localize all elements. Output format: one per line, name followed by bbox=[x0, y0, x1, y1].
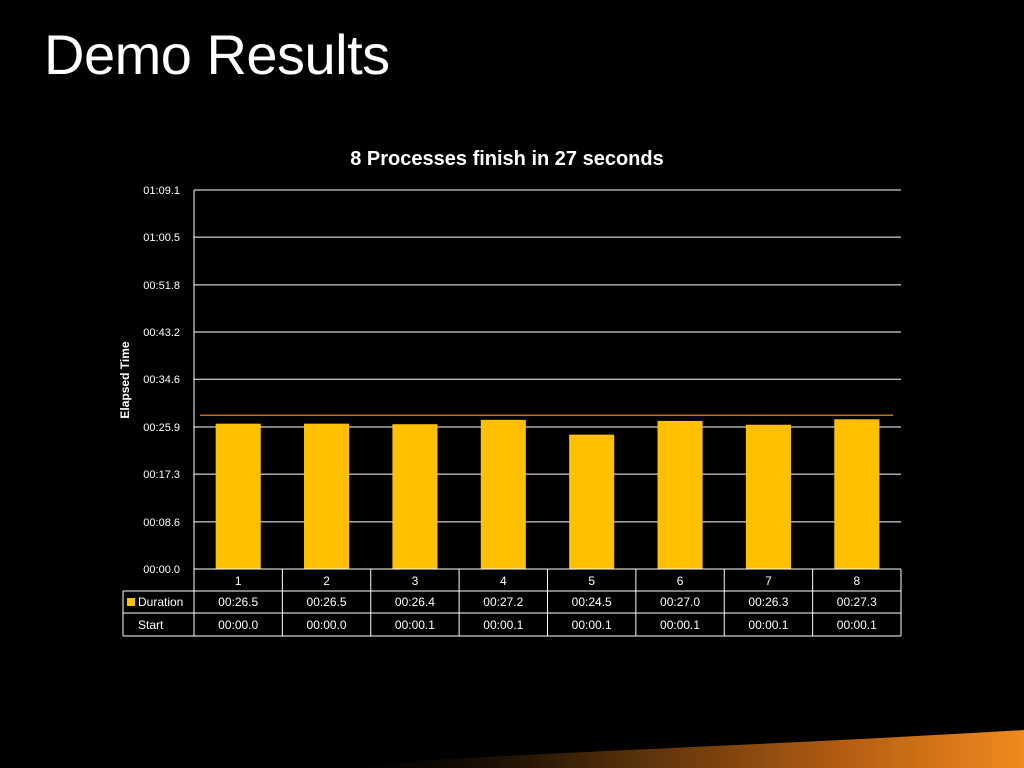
bar-duration bbox=[745, 424, 791, 569]
y-tick-label: 01:00.5 bbox=[143, 232, 180, 244]
bar-duration bbox=[215, 423, 261, 569]
data-label: 00:00.1 bbox=[572, 618, 612, 632]
y-axis-label: Elapsed Time bbox=[118, 341, 132, 418]
footer-swoosh bbox=[320, 730, 1024, 768]
x-tick-label: 7 bbox=[765, 574, 772, 588]
y-tick-label: 00:08.6 bbox=[143, 517, 180, 529]
bar-duration bbox=[657, 420, 703, 569]
data-label: 00:27.3 bbox=[837, 595, 877, 609]
series-name-start: Start bbox=[138, 618, 164, 632]
bar-duration bbox=[480, 419, 526, 569]
x-tick-label: 8 bbox=[853, 574, 860, 588]
data-label: 00:26.5 bbox=[218, 595, 258, 609]
data-label: 00:00.1 bbox=[483, 618, 523, 632]
x-tick-label: 3 bbox=[412, 574, 419, 588]
bar-duration bbox=[392, 424, 438, 569]
x-tick-label: 6 bbox=[677, 574, 684, 588]
data-label: 00:27.2 bbox=[483, 595, 523, 609]
bar-duration bbox=[304, 423, 350, 569]
y-tick-label: 00:25.9 bbox=[143, 422, 180, 434]
x-tick-label: 4 bbox=[500, 574, 507, 588]
slide-title: Demo Results bbox=[44, 23, 390, 86]
data-label: 00:26.4 bbox=[395, 595, 435, 609]
bar-duration bbox=[834, 419, 880, 569]
data-label: 00:00.1 bbox=[660, 618, 700, 632]
data-label: 00:00.1 bbox=[748, 618, 788, 632]
y-tick-label: 00:51.8 bbox=[143, 280, 180, 292]
y-tick-label: 01:09.1 bbox=[143, 185, 180, 197]
y-tick-label: 00:17.3 bbox=[143, 469, 180, 481]
data-label: 00:26.3 bbox=[748, 595, 788, 609]
data-label: 00:26.5 bbox=[307, 595, 347, 609]
x-tick-label: 5 bbox=[588, 574, 595, 588]
data-label: 00:00.1 bbox=[395, 618, 435, 632]
x-tick-label: 2 bbox=[323, 574, 330, 588]
data-label: 00:00.0 bbox=[307, 618, 347, 632]
bar-duration bbox=[569, 434, 615, 569]
series-name-duration: Duration bbox=[138, 595, 183, 609]
y-tick-label: 00:34.6 bbox=[143, 374, 180, 386]
y-tick-label: 00:43.2 bbox=[143, 327, 180, 339]
y-tick-label: 00:00.0 bbox=[143, 564, 180, 576]
data-label: 00:24.5 bbox=[572, 595, 612, 609]
x-tick-label: 1 bbox=[235, 574, 242, 588]
data-label: 00:00.0 bbox=[218, 618, 258, 632]
data-label: 00:27.0 bbox=[660, 595, 700, 609]
chart-title: 8 Processes finish in 27 seconds bbox=[350, 148, 663, 170]
legend-key-duration bbox=[127, 598, 135, 606]
data-label: 00:00.1 bbox=[837, 618, 877, 632]
data-table: 1 2 3 4 5 6 7 8 Duration Start 00:26.5 00:26.5 00:26… bbox=[122, 568, 902, 637]
bars-layer bbox=[215, 419, 880, 569]
